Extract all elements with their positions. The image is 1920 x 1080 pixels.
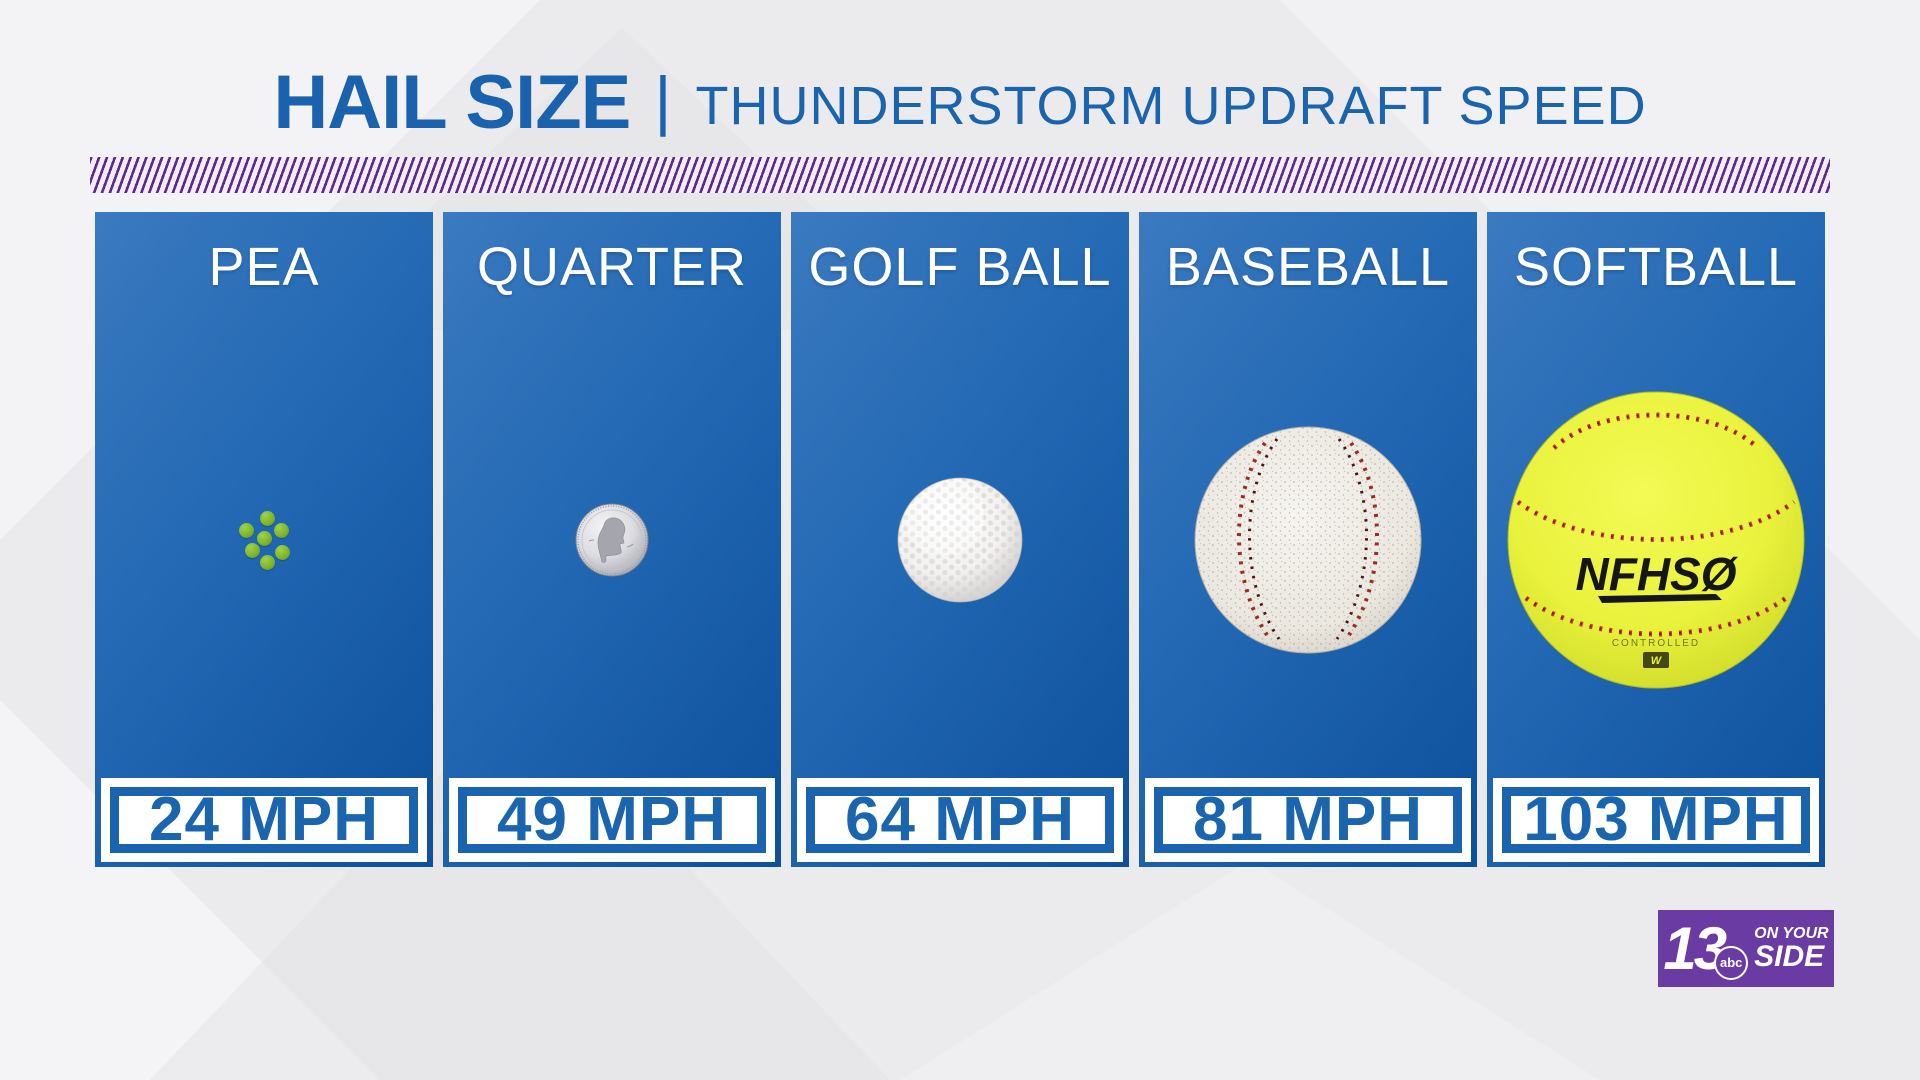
baseball-image [1193, 425, 1423, 655]
page-title: HAIL SIZE | THUNDERSTORM UPDRAFT SPEED [0, 58, 1920, 148]
speed-box-baseball: 81 MPH [1145, 778, 1471, 862]
speed-value-pea: 24 MPH [149, 785, 379, 854]
softball-maker-mark: W [1651, 655, 1663, 667]
speed-value-quarter: 49 MPH [497, 785, 727, 854]
abc-network-text: abc [1719, 955, 1743, 970]
panel-baseball: BASEBALL [1139, 212, 1477, 867]
panel-pea-label: PEA [208, 237, 320, 297]
station-logo: 13 abc ON YOUR SIDE [1658, 910, 1834, 987]
hatch-divider-bar [90, 157, 1830, 193]
panel-golf-ball: GOLF BALL [791, 212, 1129, 867]
panel-softball: SOFTBALL [1487, 212, 1825, 867]
quarter-coin-image [575, 503, 649, 577]
station-logo-line2: SIDE [1754, 939, 1825, 973]
title-subtitle: THUNDERSTORM UPDRAFT SPEED [695, 76, 1647, 136]
softball-image: NFHSØ CONTROLLED W [1506, 390, 1806, 690]
speed-value-softball: 103 MPH [1523, 785, 1789, 854]
panel-quarter-label: QUARTER [476, 237, 748, 297]
panel-quarter: QUARTER 49 MPH [443, 212, 781, 867]
title-divider: | [654, 63, 672, 137]
speed-box-quarter: 49 MPH [449, 778, 775, 862]
station-logo-line1: ON YOUR [1754, 924, 1829, 942]
softball-brand-text: NFHSØ [1576, 548, 1739, 600]
speed-value-golf-ball: 64 MPH [845, 785, 1075, 854]
pea-cluster-image [224, 500, 304, 580]
panel-softball-label: SOFTBALL [1513, 237, 1799, 297]
golf-ball-image [896, 476, 1024, 604]
title-main: HAIL SIZE [273, 60, 631, 145]
speed-value-baseball: 81 MPH [1193, 785, 1423, 854]
panel-golf-ball-label: GOLF BALL [808, 237, 1112, 297]
softball-sub-text: CONTROLLED [1612, 638, 1700, 649]
speed-box-pea: 24 MPH [101, 778, 427, 862]
abc-network-icon: abc [1714, 945, 1749, 980]
hail-size-panels: PEA 24 MPH QUARTER [95, 212, 1825, 867]
panel-pea: PEA 24 MPH [95, 212, 433, 867]
speed-box-softball: 103 MPH [1493, 778, 1819, 862]
speed-box-golf-ball: 64 MPH [797, 778, 1123, 862]
panel-baseball-label: BASEBALL [1165, 237, 1451, 297]
